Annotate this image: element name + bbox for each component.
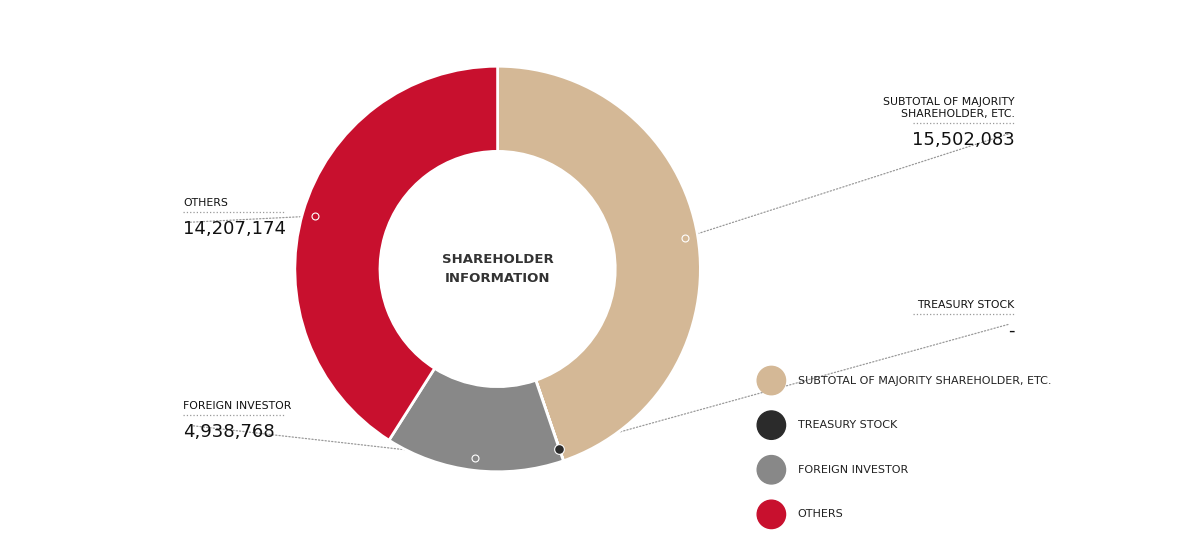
Text: FOREIGN INVESTOR: FOREIGN INVESTOR (798, 465, 908, 475)
Text: 14,207,174: 14,207,174 (183, 221, 286, 238)
Wedge shape (536, 380, 563, 461)
Text: OTHERS: OTHERS (183, 198, 228, 208)
Wedge shape (389, 369, 563, 472)
Circle shape (757, 366, 786, 395)
Circle shape (757, 411, 786, 440)
Text: SUBTOTAL OF MAJORITY SHAREHOLDER, ETC.: SUBTOTAL OF MAJORITY SHAREHOLDER, ETC. (798, 376, 1051, 386)
Text: 4,938,768: 4,938,768 (183, 423, 274, 441)
Text: SUBTOTAL OF MAJORITY
SHAREHOLDER, ETC.: SUBTOTAL OF MAJORITY SHAREHOLDER, ETC. (883, 96, 1015, 119)
Wedge shape (295, 66, 497, 440)
Circle shape (757, 500, 786, 528)
Wedge shape (497, 66, 701, 461)
Text: SHAREHOLDER
INFORMATION: SHAREHOLDER INFORMATION (442, 253, 553, 285)
Text: TREASURY STOCK: TREASURY STOCK (798, 420, 897, 430)
Circle shape (380, 151, 616, 387)
Text: -: - (1009, 322, 1015, 339)
Text: OTHERS: OTHERS (798, 509, 843, 519)
Text: FOREIGN INVESTOR: FOREIGN INVESTOR (183, 401, 291, 411)
Circle shape (757, 456, 786, 484)
Text: 15,502,083: 15,502,083 (912, 131, 1015, 149)
Text: TREASURY STOCK: TREASURY STOCK (918, 300, 1015, 309)
